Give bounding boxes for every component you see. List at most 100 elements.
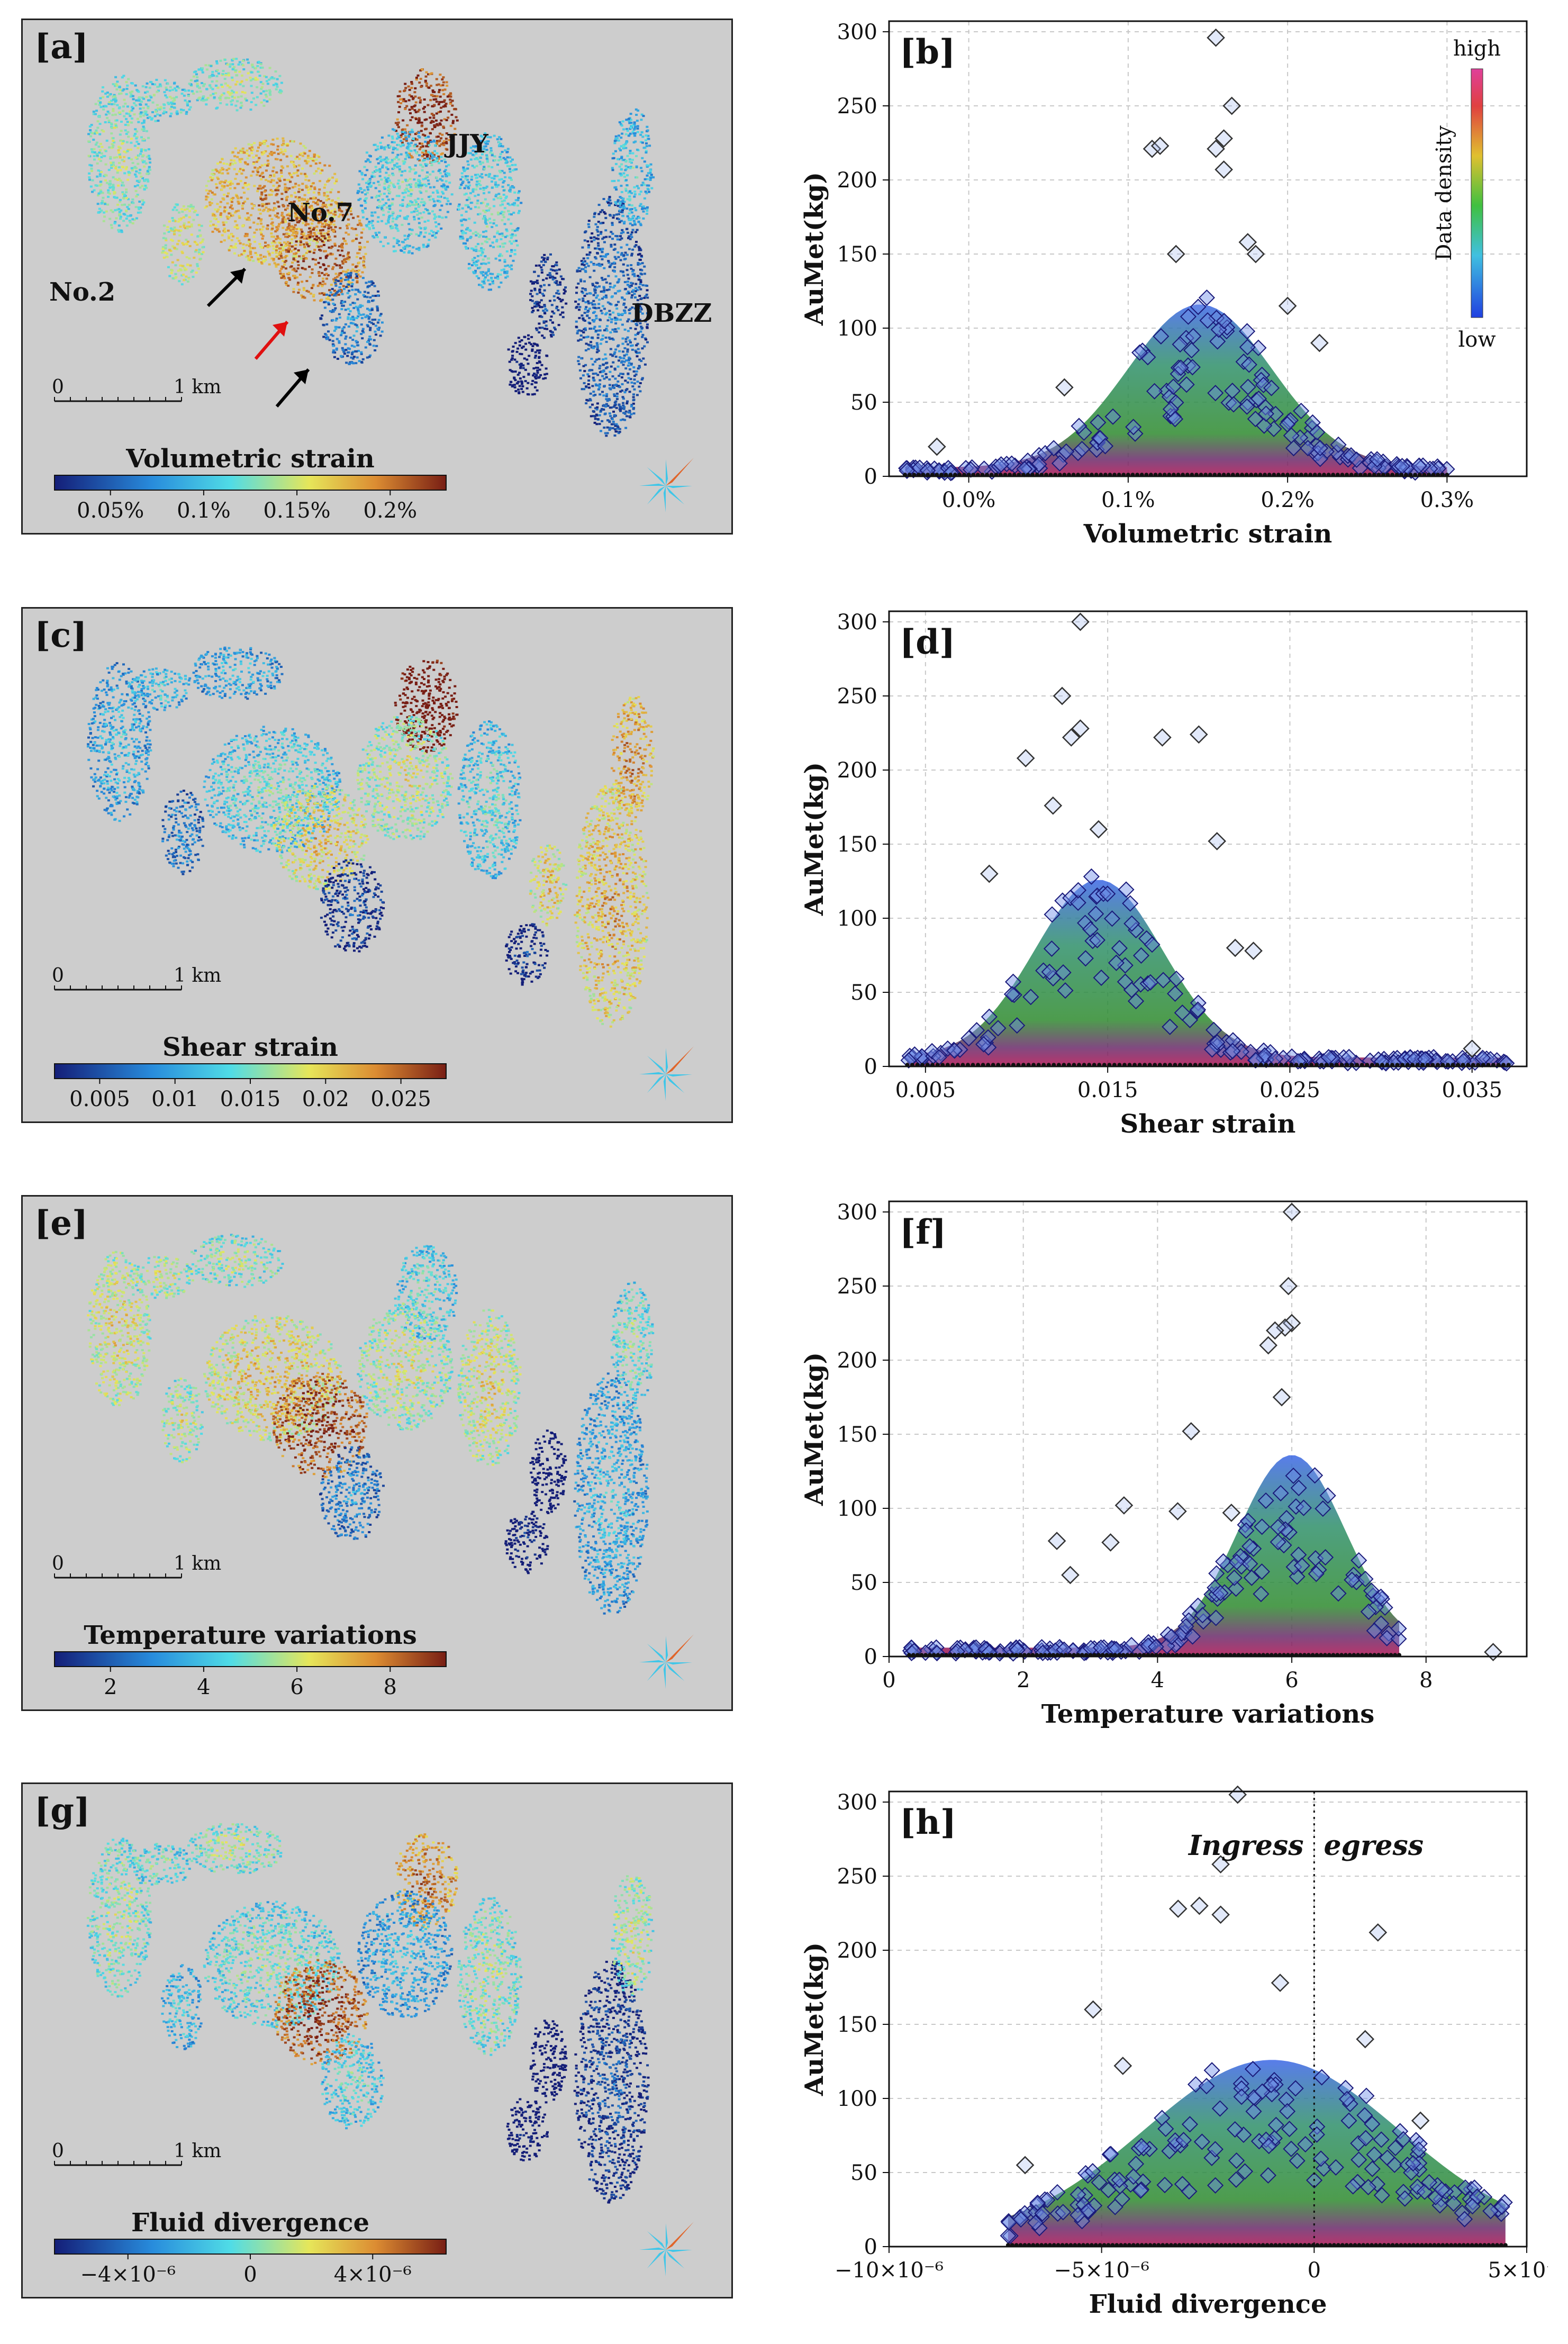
colorbar xyxy=(54,1063,447,1079)
compass-rose-icon xyxy=(639,2221,694,2276)
scatter-point xyxy=(1310,333,1329,352)
scatter-point xyxy=(1255,376,1272,393)
scatter-point xyxy=(1167,985,1184,1002)
scatter-point xyxy=(1208,310,1225,327)
colorbar-tick-label: −4×10⁻⁶ xyxy=(80,2262,176,2287)
scatter-point xyxy=(1125,2168,1142,2185)
scatter-point xyxy=(1029,2196,1046,2213)
scatter-point xyxy=(1338,2090,1355,2107)
scatter-point xyxy=(1345,2178,1362,2195)
panel-tag: [f] xyxy=(900,1212,946,1252)
scatter-point xyxy=(1245,1540,1262,1557)
scatter-point xyxy=(1211,1855,1230,1874)
colorbar-tick-label: 0.1% xyxy=(177,499,231,523)
colorbar-tick-label: 0.2% xyxy=(363,499,417,523)
gridlines xyxy=(889,611,1527,1067)
scatter-point xyxy=(1285,1559,1302,1576)
scatter-point xyxy=(1366,2146,1383,2163)
scatter-point xyxy=(993,456,1010,473)
scatter-point xyxy=(1368,1923,1388,1942)
scatter-point xyxy=(1049,2184,1066,2201)
scatter-point xyxy=(1077,2165,1094,2182)
x-tick-label: 0 xyxy=(882,1668,895,1693)
scatter-point xyxy=(1279,2103,1296,2120)
scatter-point xyxy=(1228,2152,1245,2169)
scatter-point xyxy=(923,1043,940,1060)
scatter-point xyxy=(1122,2176,1139,2193)
scatter-point xyxy=(1127,425,1144,442)
scatter-point xyxy=(1255,1049,1272,1067)
scatter-point xyxy=(1304,414,1321,431)
colorbar-title: Shear strain xyxy=(162,1033,338,1062)
scatter-point xyxy=(1317,1549,1334,1566)
y-tick-label: 250 xyxy=(837,94,877,119)
x-tick-label: 6 xyxy=(1285,1668,1298,1693)
scatter-point xyxy=(1156,2177,1173,2194)
scatter-point xyxy=(1431,2197,1448,2214)
density-cloud xyxy=(907,880,1509,1066)
scatter-point xyxy=(1036,2191,1054,2208)
scatter-point xyxy=(1037,445,1054,461)
scatter-point xyxy=(906,1046,923,1063)
scatter-point xyxy=(1411,2155,1428,2171)
colorbar-tick-label: 0.01 xyxy=(151,1087,198,1111)
scatter-point xyxy=(1031,2220,1048,2237)
scatter-point xyxy=(1172,359,1189,376)
colorbar xyxy=(54,2239,447,2255)
scatter-point xyxy=(1190,298,1207,315)
scatter-point xyxy=(1001,2214,1018,2231)
scatter-point xyxy=(1140,1634,1157,1651)
scatter-point xyxy=(1278,2091,1295,2108)
panel-tag: [e] xyxy=(34,1203,88,1243)
scatter-point xyxy=(1000,2227,1017,2244)
scatter-point xyxy=(1005,987,1022,1003)
scatter-point xyxy=(1293,402,1310,420)
plot-frame xyxy=(888,1790,1528,2248)
scatter-point xyxy=(1235,353,1252,370)
scatter-point xyxy=(1238,398,1255,415)
scatter-point xyxy=(1352,459,1368,477)
scatter-point xyxy=(1372,1588,1390,1605)
scatter-point xyxy=(1123,1636,1140,1654)
scatter-point xyxy=(957,459,974,477)
scatter-point xyxy=(1241,1538,1258,1555)
scatter-point xyxy=(1222,1504,1241,1522)
scatter-point xyxy=(1168,1899,1188,1918)
scatter-point xyxy=(1464,2198,1481,2215)
scatter-point xyxy=(1279,1277,1298,1296)
scatter-point xyxy=(1222,96,1241,115)
scatter-point xyxy=(1034,1639,1050,1656)
scatter-point xyxy=(1132,2182,1149,2199)
scatter-point xyxy=(1236,2163,1254,2180)
scatter-point xyxy=(1177,330,1194,347)
scatter-point xyxy=(1226,1569,1243,1586)
y-tick-label: 100 xyxy=(837,316,877,341)
scatter-point xyxy=(1454,1049,1471,1066)
scatter-point xyxy=(1232,1547,1249,1565)
colorbar xyxy=(54,1651,447,1667)
scatter-point xyxy=(1275,1537,1292,1554)
density-legend-title: Data density xyxy=(1432,125,1456,261)
scatter-point xyxy=(1158,383,1175,400)
scatter-point xyxy=(1207,2141,1223,2158)
scatter-point xyxy=(1125,419,1142,436)
scatter-point xyxy=(1108,954,1125,971)
scatter-point xyxy=(1083,868,1100,885)
scatter-point xyxy=(1228,1785,1247,1804)
scatter-point xyxy=(1312,450,1329,467)
scatter-point xyxy=(1238,1522,1255,1539)
scatter-point xyxy=(1410,457,1427,475)
scatter-point xyxy=(1373,2187,1390,2204)
scatter-point xyxy=(1225,396,1242,413)
scatter-point xyxy=(1080,2202,1096,2219)
panel-tag: [b] xyxy=(900,32,955,72)
scatter-point xyxy=(1211,2100,1228,2117)
scatter-point xyxy=(1054,892,1071,909)
scatter-point xyxy=(1174,2176,1191,2193)
x-tick-label: 0.0% xyxy=(942,488,996,512)
compass-rose-icon xyxy=(639,1634,694,1689)
scatter-point xyxy=(1045,970,1062,987)
scatter-chart: 0 50 100 150 200 250 300 0.0% 0.1% 0.2% 0.3% Volume… xyxy=(800,20,1528,549)
panel-tag: [h] xyxy=(900,1803,956,1842)
scatter-point xyxy=(1089,931,1105,948)
